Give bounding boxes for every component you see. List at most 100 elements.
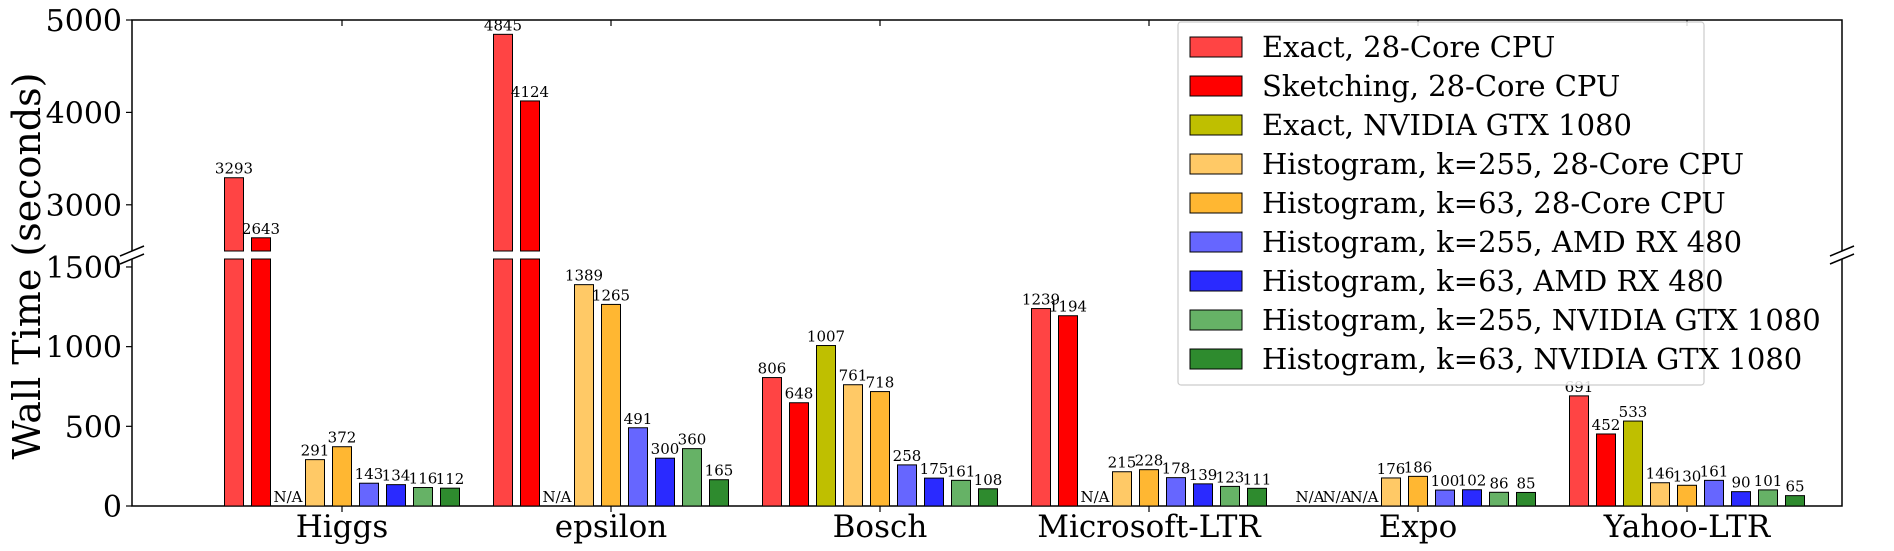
bar <box>1516 491 1536 507</box>
bar <box>440 487 460 507</box>
bar <box>1677 484 1697 507</box>
bar <box>1058 315 1078 507</box>
axis-break-slash <box>1829 245 1855 257</box>
value-label: 360 <box>678 431 707 449</box>
value-label: 1007 <box>807 328 845 346</box>
category-label: Higgs <box>296 509 389 545</box>
bar <box>897 464 917 507</box>
bar <box>1758 489 1778 507</box>
value-label: 176 <box>1377 460 1406 478</box>
bar <box>1731 491 1751 507</box>
value-label: 178 <box>1162 460 1191 478</box>
value-label: 1389 <box>565 267 603 285</box>
value-label: 116 <box>409 470 438 488</box>
value-label: 175 <box>920 460 949 478</box>
bar <box>816 345 836 507</box>
bar <box>1139 469 1159 507</box>
bar <box>574 284 594 507</box>
value-label: 300 <box>651 440 680 458</box>
category-label: epsilon <box>555 509 668 545</box>
bar <box>601 303 621 507</box>
category-label: Microsoft-LTR <box>1037 509 1262 545</box>
value-label: 1239 <box>1022 291 1060 309</box>
bar <box>332 446 352 507</box>
value-label: 258 <box>893 447 922 465</box>
y-tick-label: 500 <box>65 410 122 445</box>
legend-label: Histogram, k=63, NVIDIA GTX 1080 <box>1262 342 1802 376</box>
bar <box>1220 485 1240 507</box>
bar <box>1650 482 1670 507</box>
value-label: N/A <box>1322 488 1351 506</box>
legend-label: Histogram, k=63, AMD RX 480 <box>1262 264 1724 298</box>
value-label: 90 <box>1731 474 1750 492</box>
legend-label: Histogram, k=63, 28-Core CPU <box>1262 186 1726 220</box>
bar <box>520 100 540 252</box>
value-label: 718 <box>866 374 895 392</box>
bar <box>224 258 244 507</box>
value-label: 139 <box>1189 466 1218 484</box>
bar <box>789 402 809 507</box>
bar <box>870 391 890 507</box>
value-label: 143 <box>355 465 384 483</box>
bar <box>1112 471 1132 507</box>
category-label: Bosch <box>833 509 928 545</box>
value-label: 215 <box>1108 454 1137 472</box>
bar <box>655 457 675 507</box>
bar <box>1623 420 1643 507</box>
value-label: 165 <box>705 462 734 480</box>
value-label: 761 <box>839 367 868 385</box>
legend-swatch <box>1189 231 1243 253</box>
value-label: 372 <box>328 429 357 447</box>
y-tick-label: 1000 <box>46 331 122 366</box>
y-tick-label: 0 <box>103 490 122 525</box>
bar <box>386 484 406 507</box>
bar <box>628 427 648 507</box>
bar <box>1435 489 1455 507</box>
value-label: 86 <box>1489 474 1508 492</box>
value-label: 146 <box>1646 465 1675 483</box>
bar <box>1247 487 1267 507</box>
legend: Exact, 28-Core CPU Sketching, 28-Core CPU… <box>1177 21 1821 386</box>
legend-swatch <box>1189 75 1243 97</box>
axis-break-slash <box>119 245 145 257</box>
value-label: 648 <box>785 385 814 403</box>
bar <box>1596 433 1616 507</box>
bar <box>251 237 271 252</box>
value-label: 452 <box>1592 416 1621 434</box>
value-labels: 329348458061239N/A691264341246481194N/A4… <box>215 16 1805 506</box>
bar <box>682 448 702 507</box>
bar <box>1381 477 1401 507</box>
category-label: Expo <box>1379 509 1458 545</box>
legend-label: Exact, NVIDIA GTX 1080 <box>1262 108 1632 142</box>
value-label: 112 <box>436 470 465 488</box>
value-label: 4845 <box>484 16 522 34</box>
value-label: 161 <box>947 462 976 480</box>
y-tick-label: 5000 <box>46 4 122 39</box>
bar <box>493 33 513 252</box>
value-label: 533 <box>1619 403 1648 421</box>
legend-swatch <box>1189 348 1243 370</box>
value-label: 4124 <box>511 83 549 101</box>
legend-label: Exact, 28-Core CPU <box>1262 30 1555 64</box>
upper-axis-frame <box>131 19 1843 251</box>
bar <box>1704 479 1724 507</box>
category-label: Yahoo-LTR <box>1603 509 1772 545</box>
bars <box>224 33 1805 507</box>
value-label: N/A <box>1080 488 1109 506</box>
value-label: 2643 <box>242 220 280 238</box>
value-label: 134 <box>382 467 411 485</box>
value-label: 1194 <box>1049 298 1087 316</box>
value-label: 161 <box>1700 462 1729 480</box>
legend-label: Sketching, 28-Core CPU <box>1262 69 1620 103</box>
axis-break-slash <box>119 253 145 265</box>
value-label: 85 <box>1516 474 1535 492</box>
bar <box>1785 495 1805 507</box>
y-axis-label: Wall Time (seconds) <box>5 73 49 460</box>
legend-label: Histogram, k=255, AMD RX 480 <box>1262 225 1742 259</box>
bar <box>1166 477 1186 507</box>
bar <box>251 258 271 507</box>
bar <box>978 488 998 507</box>
value-label: N/A <box>1349 488 1378 506</box>
bar <box>305 459 325 507</box>
